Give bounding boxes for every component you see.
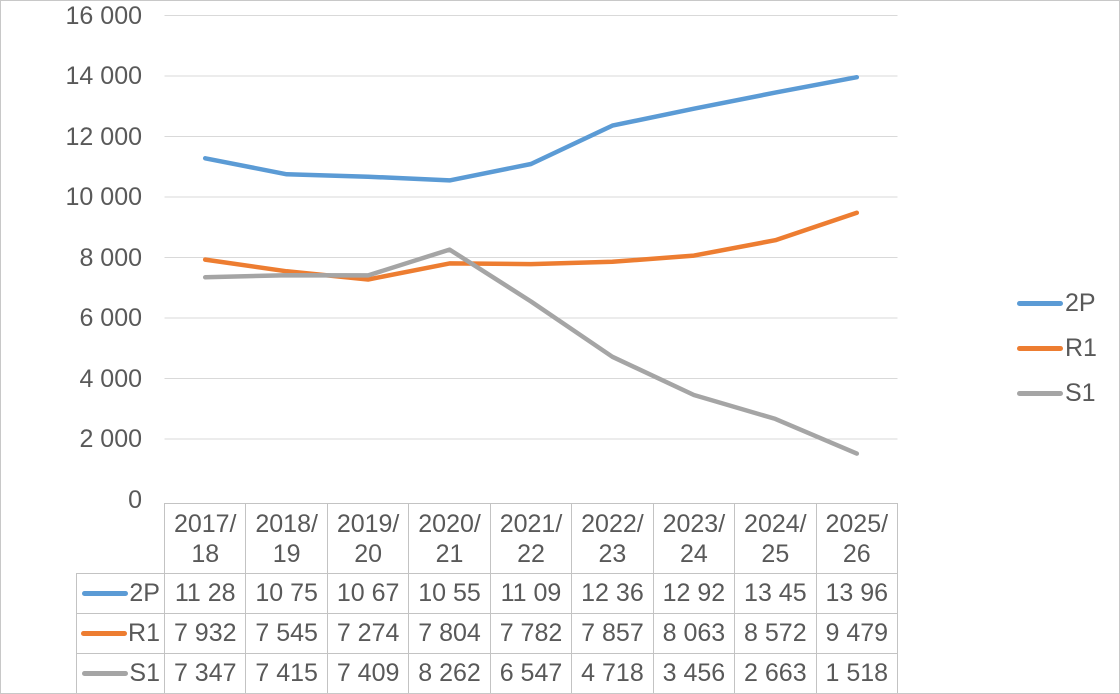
- table-header-2017-18: 2017/18: [164, 503, 246, 573]
- y-axis-tick-label: 14 000: [65, 62, 142, 90]
- legend-line-swatch-r1: [1017, 345, 1063, 351]
- legend-item-s1: S1: [1017, 378, 1097, 408]
- legend-line-swatch-2p: [1017, 300, 1063, 306]
- y-axis-tick-label: 16 000: [65, 1, 142, 30]
- legend-item-r1: R1: [1017, 333, 1097, 363]
- table-cell-2p-2025-26: 13 96: [815, 573, 897, 613]
- table-header-line2: 26: [842, 539, 871, 568]
- table-cell-s1-2023-24: 3 456: [652, 653, 735, 693]
- table-header-2019-20: 2019/20: [326, 503, 409, 573]
- table-cell-r1-2020-21: 7 804: [408, 613, 490, 653]
- table-cell-r1-2023-24: 8 063: [652, 613, 735, 653]
- y-axis-tick-label: 2 000: [79, 425, 142, 453]
- table-header-line1: 2020/: [418, 509, 481, 538]
- table-cell-r1-2018-19: 7 545: [245, 613, 327, 653]
- table-cell-s1-2019-20: 7 409: [326, 653, 409, 693]
- table-header-2025-26: 2025/26: [815, 503, 897, 573]
- table-header-line1: 2025/: [825, 509, 889, 538]
- table-cell-2p-2021-22: 11 09: [489, 573, 572, 613]
- table-cell-2p-2023-24: 12 92: [652, 573, 735, 613]
- table-row-label: R1: [128, 619, 160, 647]
- y-axis-tick-label: 10 000: [65, 183, 142, 211]
- legend-item-2p: 2P: [1017, 288, 1097, 318]
- table-header-line1: 2021/: [499, 509, 563, 538]
- table-cell-2p-2018-19: 10 75: [245, 573, 327, 613]
- series-line-r1: [202, 210, 860, 282]
- table-cell-r1-2017-18: 7 932: [164, 613, 246, 653]
- table-cell-r1-2022-23: 7 857: [571, 613, 653, 653]
- table-cell-s1-2017-18: 7 347: [164, 653, 246, 693]
- table-cell-r1-2019-20: 7 274: [326, 613, 409, 653]
- table-header-line1: 2024/: [744, 509, 807, 538]
- table-header-line2: 24: [679, 539, 708, 568]
- y-axis-tick-label: 0: [128, 485, 142, 514]
- table-cell-s1-2024-25: 2 663: [734, 653, 816, 693]
- y-axis-tick-label: 4 000: [79, 364, 142, 393]
- table-corner-blank: [76, 503, 164, 573]
- table-cell-2p-2020-21: 10 55: [408, 573, 490, 613]
- table-header-line2: 18: [191, 539, 220, 568]
- table-cell-s1-2018-19: 7 415: [245, 653, 327, 693]
- chart-legend: 2P R1 S1: [1017, 288, 1097, 408]
- table-header-line2: 23: [598, 539, 627, 568]
- table-cell-2p-2019-20: 10 67: [326, 573, 409, 613]
- table-cell-r1-2025-26: 9 479: [815, 613, 897, 653]
- table-cell-s1-2022-23: 4 718: [571, 653, 653, 693]
- table-row-label: S1: [129, 659, 160, 687]
- table-cell-2p-2022-23: 12 36: [571, 573, 653, 613]
- chart-data-table: 2017/18 2018/19 2019/20 2020/21 2021/22 2022/…: [76, 503, 898, 693]
- legend-label-2p: 2P: [1065, 288, 1096, 317]
- table-cell-2p-2024-25: 13 45: [734, 573, 816, 613]
- table-header-2024-25: 2024/25: [734, 503, 816, 573]
- table-header-2021-22: 2021/22: [489, 503, 572, 573]
- table-header-2023-24: 2023/24: [652, 503, 735, 573]
- y-axis-tick-label: 6 000: [79, 304, 142, 332]
- table-header-line2: 21: [435, 539, 464, 568]
- table-legend-line-swatch-s1: [82, 671, 129, 676]
- table-header-2020-21: 2020/21: [408, 503, 490, 573]
- table-cell-s1-2020-21: 8 262: [408, 653, 490, 693]
- table-cell-r1-2024-25: 8 572: [734, 613, 816, 653]
- table-cell-r1-2021-22: 7 782: [489, 613, 572, 653]
- table-header-2018-19: 2018/19: [245, 503, 327, 573]
- table-header-line2: 22: [517, 539, 545, 568]
- table-header-line1: 2022/: [581, 509, 644, 538]
- legend-label-r1: R1: [1065, 333, 1097, 362]
- y-axis-tick-label: 12 000: [65, 122, 142, 151]
- table-header-line1: 2017/: [173, 509, 237, 538]
- series-line-2p: [202, 74, 860, 183]
- table-header-line1: 2018/: [255, 509, 318, 538]
- table-header-line2: 20: [354, 539, 382, 568]
- y-axis-tick-label: 8 000: [79, 243, 142, 272]
- legend-line-swatch-s1: [1017, 390, 1063, 396]
- table-row-key-s1: S1: [76, 653, 164, 693]
- table-row-key-r1: R1: [76, 613, 164, 653]
- table-header-2022-23: 2022/23: [571, 503, 653, 573]
- table-header-line2: 19: [272, 539, 301, 568]
- table-row-key-2p: 2P: [76, 573, 164, 613]
- table-header-line1: 2019/: [336, 509, 400, 538]
- table-row-label: 2P: [129, 579, 160, 607]
- table-header-line1: 2023/: [662, 509, 726, 538]
- legend-label-s1: S1: [1065, 378, 1096, 407]
- table-legend-line-swatch-r1: [81, 631, 128, 636]
- series-line-s1: [202, 247, 860, 456]
- table-header-line2: 25: [761, 539, 790, 568]
- table-legend-line-swatch-2p: [82, 591, 129, 596]
- table-cell-2p-2017-18: 11 28: [164, 573, 246, 613]
- table-cell-s1-2025-26: 1 518: [815, 653, 897, 693]
- table-cell-s1-2021-22: 6 547: [489, 653, 572, 693]
